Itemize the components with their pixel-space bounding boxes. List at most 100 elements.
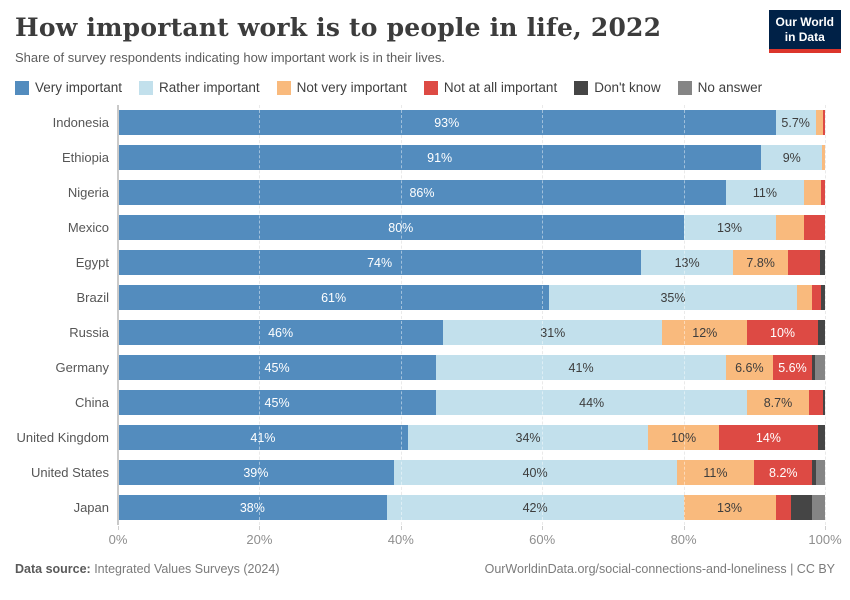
segment-value-label: 91% [427, 150, 453, 165]
country-label[interactable]: Egypt [75, 255, 109, 270]
stacked-bar: 38% 42% 13% [118, 495, 825, 520]
legend-label: Very important [35, 80, 123, 95]
bar-segment-not-very-important[interactable] [803, 180, 821, 205]
bar-segment-not-very-important[interactable]: 8.7% [747, 390, 809, 415]
bar-segment-not-very-important[interactable]: 7.8% [733, 250, 789, 275]
bar-segment-not-at-all-important[interactable] [822, 110, 825, 135]
legend-label: Don't know [594, 80, 661, 95]
legend-label: Rather important [159, 80, 260, 95]
bar-segment-don-t-know[interactable] [821, 285, 825, 310]
bar-segment-rather-important[interactable]: 44% [436, 390, 748, 415]
segment-value-label: 13% [717, 500, 743, 515]
bar-segment-don-t-know[interactable] [817, 320, 825, 345]
bar-segment-rather-important[interactable]: 11% [726, 180, 804, 205]
bar-segment-very-important[interactable]: 93% [118, 110, 776, 135]
bar-segment-not-at-all-important[interactable] [820, 180, 825, 205]
bar-segment-not-at-all-important[interactable] [811, 285, 822, 310]
stacked-bar: 39% 40% 11% 8.2% [118, 460, 825, 485]
legend-item-don-t-know[interactable]: Don't know [574, 80, 661, 95]
bar-row-brazil: Brazil 61% 35% [0, 280, 825, 315]
footer: Data source: Integrated Values Surveys (… [15, 562, 835, 576]
owid-logo[interactable]: Our World in Data [768, 10, 841, 53]
country-label[interactable]: China [75, 395, 109, 410]
country-label[interactable]: Mexico [67, 220, 109, 235]
country-label[interactable]: Ethiopia [62, 150, 109, 165]
country-label[interactable]: Russia [69, 325, 109, 340]
bar-segment-rather-important[interactable]: 13% [641, 250, 734, 275]
bar-segment-not-very-important[interactable]: 6.6% [726, 355, 773, 380]
bar-segment-rather-important[interactable]: 34% [407, 425, 649, 450]
bar-segment-very-important[interactable]: 91% [118, 145, 762, 170]
bar-segment-not-very-important[interactable] [815, 110, 823, 135]
bar-segment-not-at-all-important[interactable] [775, 495, 792, 520]
bar-segment-rather-important[interactable]: 41% [436, 355, 726, 380]
bar-segment-not-at-all-important[interactable]: 5.6% [772, 355, 813, 380]
country-label[interactable]: Nigeria [67, 185, 109, 200]
legend-item-not-very-important[interactable]: Not very important [276, 80, 407, 95]
segment-value-label: 9% [782, 150, 801, 165]
bar-segment-not-at-all-important[interactable] [803, 215, 825, 240]
legend-item-rather-important[interactable]: Rather important [139, 80, 260, 95]
bar-segment-very-important[interactable]: 86% [118, 180, 727, 205]
bar-segment-not-at-all-important[interactable] [808, 390, 823, 415]
country-label[interactable]: Germany [55, 360, 109, 375]
bar-segment-rather-important[interactable]: 31% [443, 320, 663, 345]
bar-row-united-kingdom: United Kingdom 41% 34% 10% 14% [0, 420, 825, 455]
bar-segment-rather-important[interactable]: 9% [761, 145, 823, 170]
legend-item-very-important[interactable]: Very important [15, 80, 122, 95]
bar-segment-not-very-important[interactable]: 12% [662, 320, 748, 345]
bar-segment-very-important[interactable]: 80% [118, 215, 684, 240]
bar-segment-rather-important[interactable]: 35% [549, 285, 797, 310]
owid-logo-line2: in Data [784, 30, 825, 44]
country-label[interactable]: Brazil [76, 290, 109, 305]
bar-segment-don-t-know[interactable] [791, 495, 813, 520]
bar-segment-very-important[interactable]: 39% [118, 460, 394, 485]
bar-segment-very-important[interactable]: 45% [118, 390, 437, 415]
bar-segment-very-important[interactable]: 74% [118, 250, 642, 275]
legend: Very important Rather important Not very i… [15, 80, 835, 95]
bar-segment-not-very-important[interactable] [822, 145, 825, 170]
bar-segment-rather-important[interactable]: 42% [386, 495, 684, 520]
bar-segment-not-at-all-important[interactable]: 10% [747, 320, 818, 345]
country-label[interactable]: Japan [73, 500, 109, 515]
x-axis: 0% 20% 40% 60% 80% 100% [0, 526, 842, 548]
bar-segment-very-important[interactable]: 38% [118, 495, 387, 520]
bar-segment-not-very-important[interactable] [796, 285, 812, 310]
country-label[interactable]: United States [30, 465, 109, 480]
bar-segment-don-t-know[interactable] [817, 425, 825, 450]
stacked-bar: 93% 5.7% [118, 110, 825, 135]
bar-segment-not-at-all-important[interactable]: 14% [718, 425, 818, 450]
segment-value-label: 41% [250, 430, 276, 445]
bar-segment-not-very-important[interactable]: 13% [683, 495, 776, 520]
bar-segment-not-very-important[interactable]: 10% [648, 425, 719, 450]
bar-segment-very-important[interactable]: 46% [118, 320, 444, 345]
segment-value-label: 44% [579, 395, 605, 410]
bar-row-indonesia: Indonesia 93% 5.7% [0, 105, 825, 140]
bar-segment-rather-important[interactable]: 5.7% [775, 110, 816, 135]
country-label[interactable]: United Kingdom [16, 430, 110, 445]
bar-segment-not-very-important[interactable] [775, 215, 804, 240]
bar-segment-rather-important[interactable]: 13% [683, 215, 776, 240]
bar-segment-no-answer[interactable] [816, 460, 825, 485]
bar-segment-don-t-know[interactable] [812, 355, 816, 380]
bar-segment-don-t-know[interactable] [822, 390, 825, 415]
legend-label: Not very important [296, 80, 407, 95]
bar-segment-very-important[interactable]: 61% [118, 285, 550, 310]
x-axis-label: 0% [108, 532, 128, 547]
bar-segment-don-t-know[interactable] [812, 460, 817, 485]
bar-segment-no-answer[interactable] [812, 495, 825, 520]
bar-segment-not-at-all-important[interactable] [788, 250, 821, 275]
bar-segment-rather-important[interactable]: 40% [393, 460, 677, 485]
bar-segment-very-important[interactable]: 45% [118, 355, 437, 380]
citation-link[interactable]: OurWorldinData.org/social-connections-an… [484, 562, 835, 576]
bar-segment-not-at-all-important[interactable]: 8.2% [754, 460, 813, 485]
bar-segment-no-answer[interactable] [815, 355, 825, 380]
bar-segment-don-t-know[interactable] [820, 250, 825, 275]
bar-segment-very-important[interactable]: 41% [118, 425, 408, 450]
country-label[interactable]: Indonesia [52, 115, 109, 130]
legend-item-not-at-all-important[interactable]: Not at all important [423, 80, 557, 95]
legend-item-no-answer[interactable]: No answer [677, 80, 762, 95]
legend-swatch-icon [423, 80, 438, 95]
bar-segment-not-very-important[interactable]: 11% [676, 460, 755, 485]
